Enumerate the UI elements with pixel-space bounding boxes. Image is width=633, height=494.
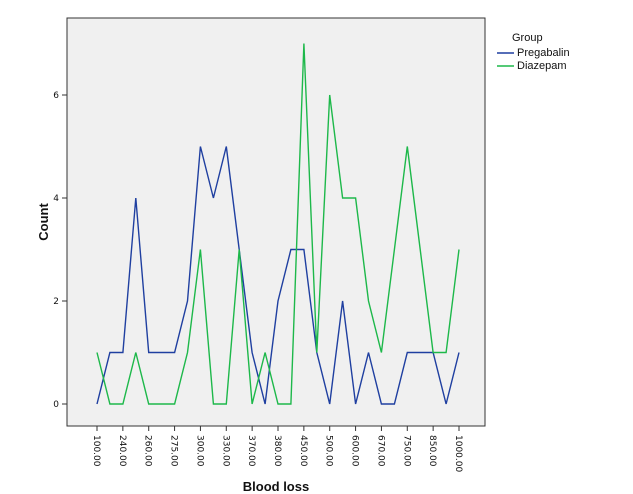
x-tick-label: 850.00 <box>427 435 437 467</box>
x-tick-label: 600.00 <box>350 435 360 467</box>
x-axis: 100.00 240.00 260.00 275.00 300.00 330.00 370.… <box>91 426 463 472</box>
series-line-diazepam <box>96 43 460 405</box>
x-tick-label: 450.00 <box>298 435 308 467</box>
x-tick-label: 750.00 <box>401 435 411 467</box>
x-axis-title: Blood loss <box>243 479 309 494</box>
x-tick-label: 380.00 <box>272 435 282 467</box>
x-tick-label: 275.00 <box>169 435 179 467</box>
legend-label: Pregabalin <box>517 47 570 59</box>
plot-background <box>66 17 486 427</box>
y-axis: 0 2 4 6 <box>53 91 67 410</box>
x-tick-label: 330.00 <box>220 435 230 467</box>
x-tick-label: 100.00 <box>91 435 101 467</box>
x-tick-label: 240.00 <box>117 435 127 467</box>
y-tick-label: 6 <box>53 91 59 101</box>
x-tick-label: 670.00 <box>375 435 385 467</box>
y-tick-label: 0 <box>53 400 59 410</box>
x-tick-label: 260.00 <box>143 435 153 467</box>
legend-label: Diazepam <box>517 60 567 72</box>
x-tick-label: 370.00 <box>246 435 256 467</box>
x-tick-label: 500.00 <box>324 435 334 467</box>
x-tick-label: 300.00 <box>194 435 204 467</box>
y-axis-title: Count <box>36 203 51 241</box>
series-layer <box>96 43 460 405</box>
y-tick-label: 2 <box>53 297 59 307</box>
y-tick-label: 4 <box>53 194 59 204</box>
legend-title: Group <box>512 32 543 44</box>
series-line-pregabalin <box>96 146 460 405</box>
x-tick-label: 1000.00 <box>453 435 463 472</box>
